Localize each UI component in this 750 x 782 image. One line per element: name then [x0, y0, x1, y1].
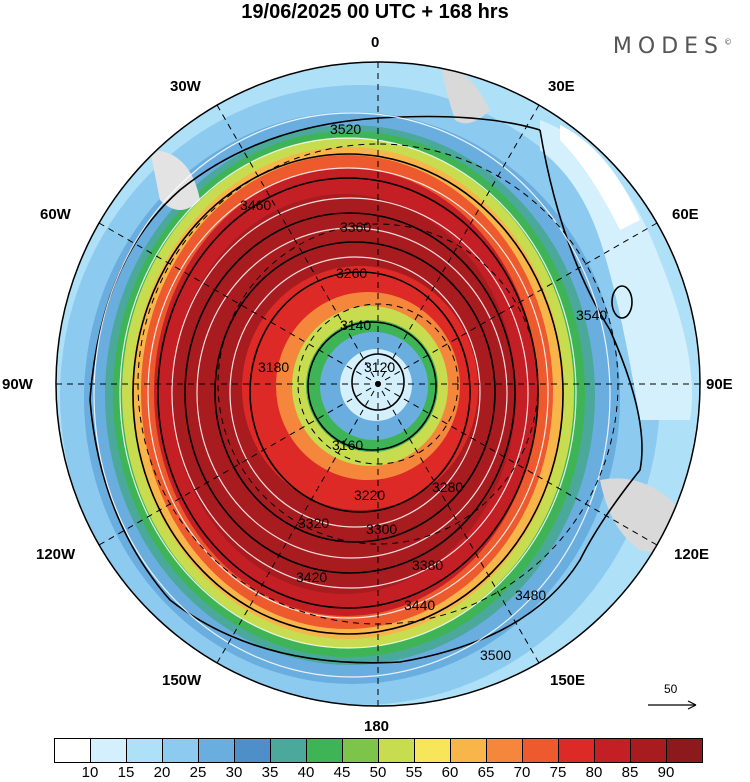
land-south-america	[150, 150, 200, 210]
contour-label-3120: 3120	[364, 359, 395, 375]
lon-label-30w: 30W	[170, 78, 201, 95]
colorbar-swatch	[162, 738, 199, 763]
contour-labels: 3120 3140 3160 3180 3220 3260 3280 3300 …	[240, 121, 607, 663]
contour-label-3220: 3220	[354, 487, 385, 503]
contour-3300	[214, 241, 496, 543]
contour-3540-closed	[611, 285, 633, 319]
map-title: 19/06/2025 00 UTC + 168 hrs	[241, 1, 509, 23]
colorbar-label: 80	[585, 764, 603, 781]
lon-label-150w: 150W	[162, 672, 202, 689]
colorbar-swatch	[630, 738, 667, 763]
contour-label-3260: 3260	[336, 265, 367, 281]
lon-label-0: 0	[371, 34, 380, 51]
contour-3220	[249, 271, 471, 513]
contour-label-3520: 3520	[330, 121, 361, 137]
contour-label-3380: 3380	[412, 557, 443, 573]
reference-vector	[648, 700, 697, 710]
contour-label-3460: 3460	[240, 197, 271, 213]
colorbar-swatch	[414, 738, 451, 763]
contour-label-3320: 3320	[298, 515, 329, 531]
colorbar-swatch	[126, 738, 163, 763]
contour-label-3540: 3540	[576, 307, 607, 323]
contour-label-3420: 3420	[296, 569, 327, 585]
colorbar-label: 40	[297, 764, 315, 781]
lon-label-30e: 30E	[548, 78, 575, 95]
contour-3420	[157, 177, 539, 609]
wind-shade-calm-region	[560, 125, 640, 230]
colorbar-swatch	[90, 738, 127, 763]
colorbar-label: 65	[477, 764, 495, 781]
colorbar-label: 10	[81, 764, 99, 781]
colorbar-swatch	[270, 738, 307, 763]
lon-label-180: 180	[364, 718, 390, 735]
map-border	[55, 61, 701, 707]
colorbar-swatch	[486, 738, 523, 763]
colorbar-swatch	[594, 738, 631, 763]
contour-label-3280: 3280	[432, 479, 463, 495]
wind-shade-weak-region	[540, 120, 692, 420]
colorbar-label: 85	[621, 764, 639, 781]
colorbar-label: 50	[369, 764, 387, 781]
colorbar-swatch	[522, 738, 559, 763]
lon-label-150e: 150E	[550, 672, 586, 689]
colorbar-label: 30	[225, 764, 243, 781]
contour-label-3140: 3140	[340, 317, 371, 333]
land-africa	[440, 62, 490, 124]
polar-map: 3120 3140 3160 3180 3220 3260 3280 3300 …	[55, 61, 701, 710]
wind-vectors	[93, 112, 611, 678]
pole-marker	[375, 381, 381, 387]
colorbar-label: 25	[189, 764, 207, 781]
contour-label-3180: 3180	[258, 359, 289, 375]
colorbar-label: 90	[657, 764, 675, 781]
colorbar-label: 20	[153, 764, 171, 781]
lon-label-60w: 60W	[40, 206, 71, 223]
colorbar-swatch	[342, 738, 379, 763]
colorbar-swatch	[234, 738, 271, 763]
colorbar-swatch	[378, 738, 415, 763]
colorbar-swatch	[306, 738, 343, 763]
contour-3520	[89, 115, 643, 664]
contour-label-3480: 3480	[515, 587, 546, 603]
colorbar-label: 60	[441, 764, 459, 781]
colorbar-label: 15	[117, 764, 135, 781]
colorbar-swatch	[198, 738, 235, 763]
lon-label-120w: 120W	[36, 546, 76, 563]
colorbar-swatch	[558, 738, 595, 763]
contour-label-3160: 3160	[332, 437, 363, 453]
colorbar-label: 55	[405, 764, 423, 781]
colorbar	[54, 738, 703, 763]
lon-label-90e: 90E	[706, 376, 733, 393]
contour-label-3360: 3360	[340, 219, 371, 235]
lon-label-60e: 60E	[672, 206, 699, 223]
colorbar-label: 70	[513, 764, 531, 781]
colorbar-label: 35	[261, 764, 279, 781]
contour-3360	[184, 212, 516, 574]
colorbar-swatch	[450, 738, 487, 763]
contour-label-3440: 3440	[404, 597, 435, 613]
reference-vector-label: 50	[664, 682, 678, 696]
contour-label-3500: 3500	[480, 647, 511, 663]
contour-3160	[307, 321, 437, 451]
height-contours	[89, 115, 643, 664]
lon-label-120e: 120E	[674, 546, 710, 563]
colorbar-label: 75	[549, 764, 567, 781]
contour-3480	[132, 153, 564, 635]
colorbar-swatch	[54, 738, 91, 763]
colorbar-swatch	[666, 738, 703, 763]
contour-label-3300: 3300	[366, 521, 397, 537]
colorbar-label: 45	[333, 764, 351, 781]
brand-logo: MODES©	[612, 34, 732, 59]
lon-label-90w: 90W	[2, 376, 33, 393]
